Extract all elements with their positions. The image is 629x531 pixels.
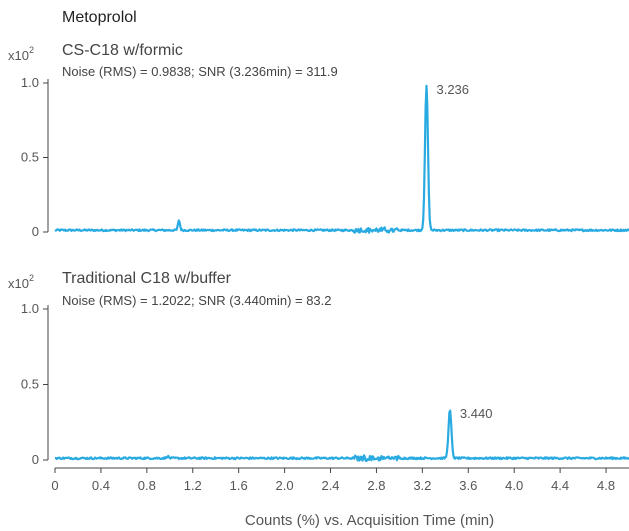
x-tick-label: 1.6 bbox=[230, 478, 248, 493]
x-tick-label: 0.8 bbox=[138, 478, 156, 493]
panel2-y-tick-label: 1.0 bbox=[21, 301, 39, 316]
panel1-trace bbox=[54, 84, 629, 234]
panel1-title: CS-C18 w/formic bbox=[62, 42, 183, 59]
panel2-title: Traditional C18 w/buffer bbox=[62, 270, 231, 287]
x-tick-label: 4.0 bbox=[505, 478, 523, 493]
panel2-y-tick-label: 0.5 bbox=[21, 377, 39, 392]
panel2-subtitle: Noise (RMS) = 1.2022; SNR (3.440min) = 8… bbox=[62, 293, 332, 308]
x-tick-label: 4.4 bbox=[551, 478, 569, 493]
panel2-trace bbox=[54, 409, 629, 462]
panel1-y-tick-label: 0 bbox=[32, 224, 39, 239]
x-tick-label: 4.8 bbox=[597, 478, 615, 493]
panel2-peak-label: 3.440 bbox=[460, 406, 493, 421]
panel1-peak-label: 3.236 bbox=[436, 82, 469, 97]
x-axis-label: Counts (%) vs. Acquisition Time (min) bbox=[244, 512, 495, 529]
x-tick-label: 2.0 bbox=[276, 478, 294, 493]
panel2-y-tick-label: 0 bbox=[32, 452, 39, 467]
panel2-y-multiplier: x102 bbox=[8, 273, 34, 291]
x-tick-label: 0 bbox=[51, 478, 58, 493]
x-tick-label: 0.4 bbox=[92, 478, 110, 493]
panel1-subtitle: Noise (RMS) = 0.9838; SNR (3.236min) = 3… bbox=[62, 64, 338, 79]
x-tick-label: 1.2 bbox=[184, 478, 202, 493]
panel1-y-tick-label: 1.0 bbox=[21, 75, 39, 90]
x-tick-label: 2.8 bbox=[367, 478, 385, 493]
chart-title: Metoprolol bbox=[62, 9, 137, 26]
x-tick-label: 3.2 bbox=[413, 478, 431, 493]
panel1-y-multiplier: x102 bbox=[8, 45, 34, 63]
panel1-y-tick-label: 0.5 bbox=[21, 150, 39, 165]
x-tick-label: 3.6 bbox=[459, 478, 477, 493]
x-tick-label: 2.4 bbox=[321, 478, 339, 493]
